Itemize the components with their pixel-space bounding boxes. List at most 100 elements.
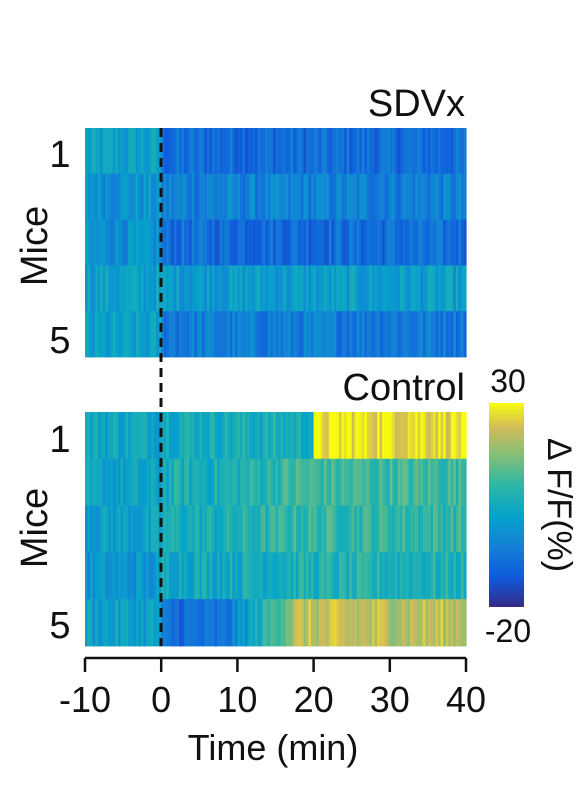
heatmap-cell (455, 458, 459, 506)
heatmap-cell (430, 458, 434, 506)
heatmap-cell (181, 311, 185, 358)
heatmap-cell (394, 412, 399, 460)
heatmap-cell (344, 311, 348, 358)
heatmap-cell (405, 265, 409, 312)
heatmap-cell (224, 505, 228, 553)
heatmap-cell (336, 219, 340, 266)
heatmap-cell (361, 219, 365, 266)
heatmap-cell (415, 458, 419, 506)
heatmap-cell (90, 505, 94, 553)
heatmap-cell (351, 458, 355, 506)
heatmap-cell (316, 412, 320, 460)
heatmap-cell (148, 265, 152, 312)
heatmap-cell (295, 458, 299, 506)
heatmap-cell (151, 173, 155, 220)
heatmap-cell (194, 458, 198, 506)
heatmap-cell (280, 552, 284, 600)
heatmap-cell (333, 265, 338, 312)
heatmap-cell (85, 265, 89, 312)
heatmap-cell (148, 458, 152, 506)
heatmap-cell (305, 219, 310, 266)
heatmap-cell (128, 173, 132, 220)
heatmap-cell (247, 412, 251, 460)
heatmap-cell (171, 412, 175, 460)
heatmap-cell (313, 128, 317, 175)
heatmap-cell (148, 219, 152, 266)
heatmap-cell (410, 311, 414, 358)
heatmap-cell (278, 219, 282, 266)
heatmap-cell (326, 219, 330, 266)
heatmap-cell (87, 128, 91, 175)
heatmap-cell (328, 505, 332, 553)
heatmap-cell (270, 412, 274, 460)
heatmap-cell (112, 505, 117, 553)
heatmap-cell (379, 173, 383, 220)
heatmap-cell (298, 599, 302, 647)
heatmap-cell (305, 311, 310, 358)
heatmap-cell (366, 552, 371, 600)
heatmap-cell (247, 219, 251, 266)
heatmap-cell (237, 552, 241, 600)
heatmap-cell (356, 505, 360, 553)
heatmap-cell (328, 552, 332, 600)
heatmap-cell (201, 552, 205, 600)
heatmap-cell (87, 599, 91, 647)
heatmap-cell (97, 173, 101, 220)
heatmap-cell (392, 458, 396, 506)
heatmap-cell (295, 128, 299, 175)
heatmap-cell (290, 128, 294, 175)
heatmap-cell (372, 505, 376, 553)
heatmap-cell (255, 265, 259, 312)
heatmap-cell (267, 599, 272, 647)
heatmap-cell (303, 599, 307, 647)
heatmap-cell (171, 173, 175, 220)
heatmap-cell (120, 219, 124, 266)
heatmap-cell (394, 219, 399, 266)
heatmap-cell (311, 412, 315, 460)
heatmap-cell (417, 552, 421, 600)
heatmap-cell (178, 219, 183, 266)
heatmap-cell (161, 173, 165, 220)
heatmap-cell (232, 458, 236, 506)
heatmap-cell (415, 599, 419, 647)
heatmap-cell (145, 458, 150, 506)
heatmap-cell (427, 599, 432, 647)
heatmap-cell (100, 219, 104, 266)
heatmap-cell (318, 458, 322, 506)
heatmap-cell (384, 599, 388, 647)
heatmap-cell (209, 505, 213, 553)
heatmap-cell (288, 505, 292, 553)
heatmap-cell (331, 412, 335, 460)
heatmap-cell (359, 458, 363, 506)
heatmap-cell (191, 552, 195, 600)
heatmap-cell (364, 505, 368, 553)
heatmap-cell (392, 412, 396, 460)
heatmap-cell (389, 128, 393, 175)
top-ylabel: Mice (14, 206, 56, 286)
heatmap-cell (397, 128, 401, 175)
heatmap-cell (354, 128, 358, 175)
heatmap-cell (432, 458, 437, 506)
heatmap-cell (95, 552, 99, 600)
heatmap-cell (420, 412, 424, 460)
heatmap-cell (318, 505, 322, 553)
heatmap-cell (422, 219, 426, 266)
heatmap-cell (328, 311, 332, 358)
heatmap-cell (455, 219, 459, 266)
heatmap-cell (138, 128, 142, 175)
heatmap-cell (303, 265, 307, 312)
heatmap-cell (430, 173, 434, 220)
heatmap-cell (379, 599, 383, 647)
heatmap-cell (181, 128, 185, 175)
heatmap-cell (290, 412, 294, 460)
heatmap-cell (206, 458, 211, 506)
heatmap-cell (410, 265, 414, 312)
heatmap-cell (351, 412, 355, 460)
heatmap-cell (364, 311, 368, 358)
heatmap-cell (222, 219, 226, 266)
heatmap-cell (102, 128, 106, 175)
heatmap-cell (87, 458, 91, 506)
heatmap-cell (140, 505, 145, 553)
heatmap-cell (295, 219, 299, 266)
heatmap-cell (448, 128, 452, 175)
